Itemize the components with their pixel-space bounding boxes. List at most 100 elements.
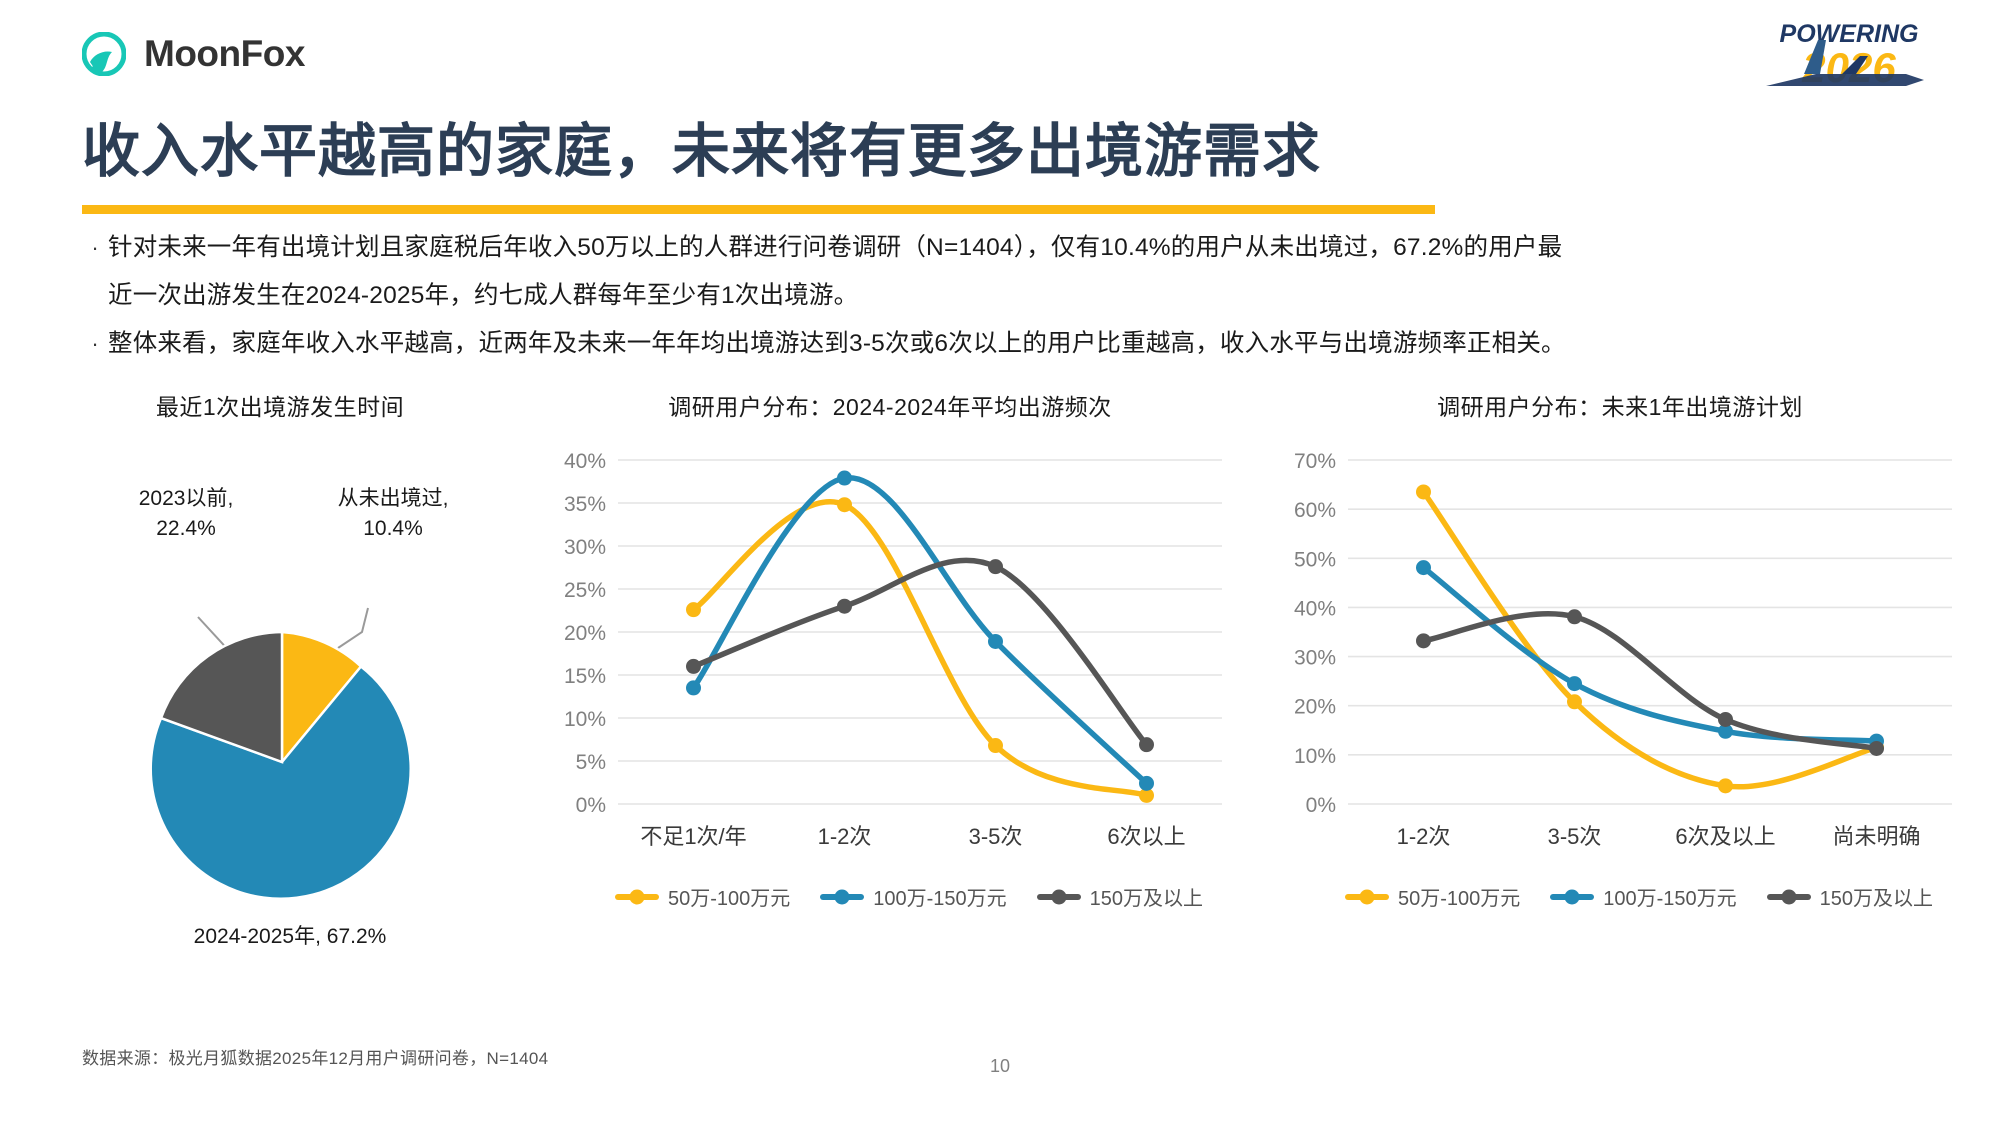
- data-point: [686, 658, 701, 674]
- y-axis-tick-label: 25%: [564, 579, 606, 602]
- x-axis-tick-label: 1-2次: [1397, 824, 1451, 849]
- pie-chart-svg: [149, 607, 412, 901]
- chart-legend-future-plan: 50万-100万元 100万-150万元 150万及以上: [1270, 882, 1970, 911]
- legend-swatch-yellow: [1344, 893, 1389, 900]
- legend-item[interactable]: 100万-150万元: [1550, 882, 1737, 911]
- data-source-note: 数据来源：极光月狐数据2025年12月用户调研问卷，N=1404: [82, 1049, 549, 1068]
- title-accent-rule: [82, 205, 1435, 214]
- x-axis-tick-label: 1-2次: [818, 824, 872, 849]
- powering-2026-logo: POWERING 2026: [1766, 20, 1924, 91]
- y-axis-tick-label: 60%: [1294, 499, 1336, 522]
- data-point: [1567, 694, 1582, 710]
- data-point: [1869, 740, 1884, 756]
- pie-label-before-2023: 2023以前, 22.4%: [138, 487, 234, 540]
- y-axis-tick-label: 40%: [564, 450, 606, 473]
- series-line-150万及以上: [1420, 610, 1880, 752]
- data-point: [1139, 775, 1154, 791]
- chart-plot-area-future-plan: 0% 10% 20% 30% 40% 50% 60% 70% 1-2次 3-5次 6次及以上 尚未明确: [1270, 446, 1970, 866]
- series-line-50万-100万元: [1420, 489, 1880, 790]
- pie-slice-before-2023: [159, 630, 284, 764]
- line-chart-svg-future: 0% 10% 20% 30% 40% 50% 60% 70% 1-2次 3-5次 6次及以上 尚未明确: [1294, 450, 1952, 849]
- bullet-list: · 针对未来一年有出境计划且家庭税后年收入50万以上的人群进行问卷调研（N=14…: [82, 226, 1922, 370]
- pie-slice-2024-2025: [149, 664, 412, 901]
- line-chart-panel-past-frequency: 调研用户分布：2024-2024年平均出游频次 0% 5% 10% 15% 20% 25%…: [540, 388, 1240, 1028]
- data-point: [1567, 676, 1582, 692]
- airplane-icon: [1766, 40, 1924, 86]
- y-axis-tick-label: 30%: [564, 536, 606, 559]
- legend-swatch-blue: [820, 893, 865, 900]
- bullet-item: · 针对未来一年有出境计划且家庭税后年收入50万以上的人群进行问卷调研（N=14…: [82, 226, 1922, 270]
- page-number: 10: [989, 1056, 1011, 1076]
- y-axis-tick-label: 40%: [1294, 597, 1336, 620]
- legend-item[interactable]: 150万及以上: [1766, 882, 1934, 911]
- brand-name: MoonFox: [144, 33, 305, 74]
- legend-item[interactable]: 50万-100万元: [614, 882, 791, 911]
- y-axis-tick-label: 20%: [1294, 696, 1336, 719]
- pie-chart-area: 2023以前, 22.4% 从未出境过, 10.4% 2024-2025年, 6…: [20, 432, 540, 992]
- legend-item[interactable]: 150万及以上: [1036, 882, 1204, 911]
- data-point: [837, 497, 852, 513]
- data-point: [837, 470, 852, 486]
- legend-item[interactable]: 50万-100万元: [1344, 882, 1521, 911]
- legend-label: 150万及以上: [1089, 888, 1204, 910]
- legend-label: 100万-150万元: [873, 888, 1007, 910]
- moonfox-logo-icon: [82, 32, 126, 76]
- series-line-50万-100万元: [690, 499, 1150, 799]
- data-point: [1718, 711, 1733, 727]
- pie-chart-panel: 最近1次出境游发生时间 2023以前, 22.4% 从未出境过, 10: [20, 388, 540, 1028]
- chart-title-future-plan: 调研用户分布：未来1年出境游计划: [1437, 394, 1803, 420]
- legend-item[interactable]: 100万-150万元: [820, 882, 1007, 911]
- pie-label-never: 从未出境过, 10.4%: [337, 487, 449, 540]
- data-point: [837, 598, 852, 614]
- chart-title-past-frequency: 调研用户分布：2024-2024年平均出游频次: [668, 394, 1112, 420]
- y-axis-tick-label: 10%: [564, 708, 606, 731]
- bullet-marker: ·: [91, 235, 99, 260]
- series-line-150万及以上: [690, 557, 1150, 748]
- y-axis-tick-label: 20%: [564, 622, 606, 645]
- y-axis-tick-label: 70%: [1294, 450, 1336, 473]
- x-axis-tick-label: 3-5次: [969, 824, 1023, 849]
- legend-swatch-gray: [1036, 893, 1081, 900]
- leader-line-never: [337, 607, 369, 649]
- powering-logo-line1: POWERING: [1780, 20, 1919, 48]
- x-axis-tick-label: 不足1次/年: [640, 824, 746, 849]
- y-axis-tick-label: 0%: [576, 794, 606, 817]
- bullet-item-continuation: 近一次出游发生在2024-2025年，约七成人群每年至少有1次出境游。: [82, 274, 1922, 318]
- legend-swatch-yellow: [614, 893, 659, 900]
- legend-label: 50万-100万元: [667, 888, 791, 910]
- data-point: [988, 559, 1003, 575]
- data-point: [1718, 778, 1733, 794]
- y-axis-tick-label: 0%: [1306, 794, 1336, 817]
- y-axis-tick-label: 50%: [1294, 548, 1336, 571]
- pie-label-recent: 2024-2025年, 67.2%: [193, 925, 387, 948]
- legend-label: 50万-100万元: [1397, 888, 1521, 910]
- pie-chart-title: 最近1次出境游发生时间: [155, 394, 405, 420]
- pie-slice-never: [280, 630, 363, 766]
- y-axis-tick-label: 5%: [576, 751, 606, 774]
- x-axis-tick-label: 6次以上: [1107, 824, 1185, 849]
- data-point: [1139, 737, 1154, 753]
- data-point: [1139, 787, 1154, 803]
- x-axis-tick-label: 3-5次: [1548, 824, 1602, 849]
- legend-label: 100万-150万元: [1603, 888, 1737, 910]
- bullet-item: · 整体来看，家庭年收入水平越高，近两年及未来一年年均出境游达到3-5次或6次以…: [82, 322, 1922, 366]
- bullet-marker: ·: [91, 331, 99, 356]
- legend-label: 150万及以上: [1819, 888, 1934, 910]
- x-axis-tick-label: 6次及以上: [1675, 824, 1775, 849]
- data-point: [988, 738, 1003, 754]
- bullet-text: 整体来看，家庭年收入水平越高，近两年及未来一年年均出境游达到3-5次或6次以上的…: [108, 330, 1566, 357]
- legend-swatch-gray: [1766, 893, 1811, 900]
- y-axis-tick-label: 30%: [1294, 647, 1336, 670]
- chart-legend-past-frequency: 50万-100万元 100万-150万元 150万及以上: [540, 882, 1240, 911]
- data-point: [988, 633, 1003, 649]
- legend-swatch-blue: [1550, 893, 1595, 900]
- data-point: [686, 680, 701, 696]
- page-title: 收入水平越高的家庭，未来将有更多出境游需求: [82, 119, 1322, 184]
- data-point: [1416, 633, 1431, 649]
- bullet-text: 近一次出游发生在2024-2025年，约七成人群每年至少有1次出境游。: [108, 282, 859, 309]
- line-chart-svg-past: 0% 5% 10% 15% 20% 25% 30% 35% 40% 不足1次/年 1-2次 3-5次 6…: [564, 450, 1222, 849]
- chart-plot-area-past-frequency: 0% 5% 10% 15% 20% 25% 30% 35% 40% 不足1次/年 1-2次 3-5次 6…: [540, 446, 1240, 866]
- bullet-text: 针对未来一年有出境计划且家庭税后年收入50万以上的人群进行问卷调研（N=1404…: [108, 234, 1563, 261]
- data-point: [1416, 560, 1431, 576]
